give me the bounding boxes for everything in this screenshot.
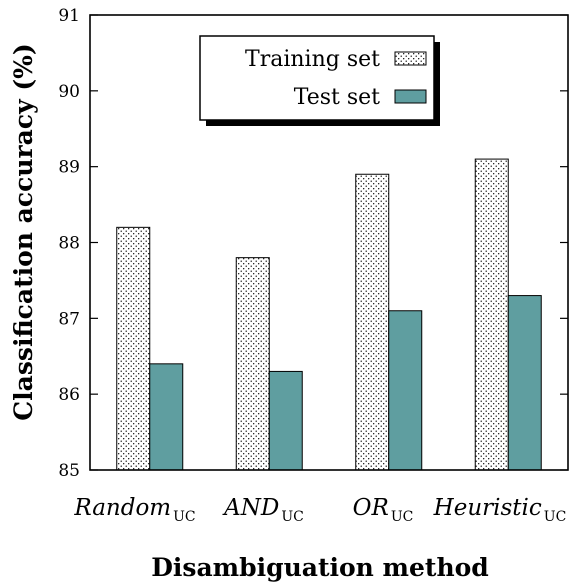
- legend-swatch-training: [394, 51, 427, 66]
- y-tick-label: 87: [58, 309, 80, 329]
- category-name: Heuristic: [433, 495, 542, 521]
- category-label-random: Random UC: [73, 495, 195, 525]
- y-tick-label: 90: [58, 82, 80, 102]
- bar-training-heuristic: [474, 158, 509, 471]
- bar-training-or: [355, 173, 390, 471]
- legend: Training set Test set: [199, 35, 440, 126]
- category-label-or: OR UC: [353, 495, 414, 525]
- legend-swatch-test: [394, 89, 427, 104]
- y-tick-label: 86: [58, 385, 80, 405]
- bar-test-or: [388, 310, 423, 471]
- bar-training-and: [235, 257, 270, 471]
- legend-box: [199, 35, 435, 121]
- bar-test-heuristic: [507, 295, 542, 471]
- bar-training-random: [116, 226, 151, 471]
- category-subscript: UC: [391, 509, 414, 525]
- y-tick-label: 91: [58, 6, 80, 26]
- y-tick-label: 89: [58, 158, 80, 178]
- category-labels: Random UC AND UC OR UC Heuristic UC: [73, 495, 566, 525]
- x-axis-title: Disambiguation method: [151, 553, 489, 582]
- category-name: OR: [353, 495, 389, 521]
- category-subscript: UC: [544, 509, 567, 525]
- plot-frame: [89, 14, 569, 471]
- legend-label-test: Test set: [294, 85, 380, 110]
- y-axis-title: Classification accuracy (%): [9, 43, 38, 421]
- category-label-heuristic: Heuristic UC: [433, 495, 567, 525]
- bar-test-random: [149, 363, 184, 471]
- legend-label-training: Training set: [245, 47, 380, 72]
- category-label-and: AND UC: [222, 495, 304, 525]
- category-name: Random: [73, 495, 171, 521]
- y-tick-label: 88: [58, 234, 80, 254]
- bar-test-and: [268, 370, 303, 471]
- category-subscript: UC: [281, 509, 304, 525]
- y-tick-label: 85: [58, 461, 80, 481]
- bars: [116, 158, 542, 471]
- category-subscript: UC: [173, 509, 196, 525]
- category-name: AND: [222, 495, 279, 521]
